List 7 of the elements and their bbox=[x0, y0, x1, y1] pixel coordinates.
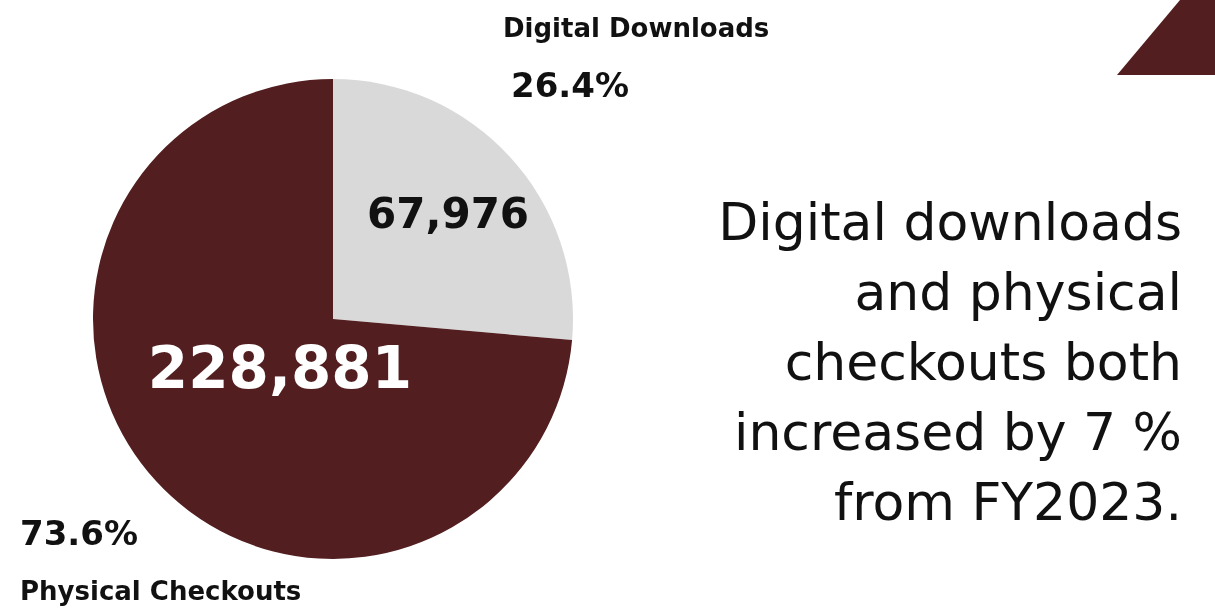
text: Digital downloads and physical checkouts both increased by 7 % from FY2023. bbox=[718, 192, 1182, 532]
text: 228,881 bbox=[147, 333, 412, 402]
data-label: 26.4% bbox=[511, 65, 629, 105]
data-label: 73.6% bbox=[20, 513, 138, 553]
slice-label: Digital Downloads bbox=[503, 13, 770, 43]
slice-label: Physical Checkouts bbox=[20, 576, 302, 606]
text: 67,976 bbox=[367, 189, 530, 239]
